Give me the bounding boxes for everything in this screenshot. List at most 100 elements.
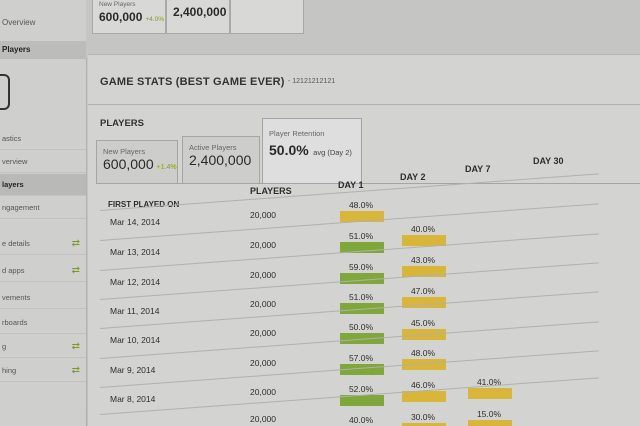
sidebar-item-label: layers	[2, 180, 24, 189]
sidebar-item-label: hing	[2, 366, 17, 375]
column-header-first-played: FIRST PLAYED ON	[108, 200, 180, 209]
tab-new-players[interactable]: New Players 600,000 +1.4%	[96, 140, 178, 184]
retention-day7-label: 41.0%	[476, 377, 502, 387]
table-cell-players: 20,000	[250, 387, 276, 397]
retention-day2-bar	[402, 297, 446, 308]
sidebar-item-publishing[interactable]: hing ⇄	[0, 360, 86, 382]
app-logo	[0, 74, 10, 110]
sync-arrows-icon: ⇄	[71, 341, 80, 352]
sidebar-item-label: Overview	[2, 18, 36, 27]
table-cell-players: 20,000	[250, 299, 276, 309]
table-cell-date: Mar 11, 2014	[110, 306, 160, 316]
game-id: - 12121212121	[288, 78, 336, 85]
column-header-day7: DAY 7	[465, 164, 491, 174]
tab-player-retention[interactable]: Player Retention 50.0% avg (Day 2)	[262, 118, 362, 184]
sidebar-item-overview[interactable]: verview	[0, 151, 86, 173]
sidebar-item-players-top[interactable]: Players	[0, 41, 86, 59]
tab-value: 600,000	[103, 156, 154, 172]
table-cell-players: 20,000	[250, 358, 276, 368]
column-header-players: PLAYERS	[250, 186, 292, 196]
retention-day1-label: 40.0%	[348, 415, 374, 425]
sidebar-item-game-details[interactable]: e details ⇄	[0, 233, 86, 255]
column-header-day30: DAY 30	[533, 156, 564, 166]
top-card-label: New Players	[99, 1, 136, 8]
table-cell-date: Mar 14, 2014	[110, 217, 161, 227]
retention-day1-label: 59.0%	[348, 262, 374, 272]
retention-day1-label: 57.0%	[348, 353, 374, 363]
sidebar-item-label: vements	[2, 293, 31, 302]
tab-label: New Players	[103, 147, 146, 156]
retention-day1-label: 51.0%	[348, 292, 374, 302]
sidebar-item-players[interactable]: layers	[0, 174, 86, 196]
table-cell-players: 20,000	[250, 414, 276, 424]
retention-day1-label: 51.0%	[348, 231, 374, 241]
sidebar-item-leaderboards[interactable]: rboards	[0, 312, 86, 334]
sidebar-item-linked-apps[interactable]: d apps ⇄	[0, 260, 86, 282]
retention-day2-bar	[402, 391, 446, 402]
top-card-retention[interactable]	[230, 0, 304, 34]
table-cell-players: 20,000	[250, 240, 276, 250]
table-cell-players: 20,000	[250, 210, 276, 220]
retention-day1-bar	[340, 364, 384, 375]
tab-value: 50.0%	[269, 142, 309, 158]
table-cell-date: Mar 12, 2014	[110, 277, 161, 287]
section-heading: PLAYERS	[100, 118, 144, 129]
table-cell-date: Mar 8, 2014	[110, 394, 156, 404]
retention-day2-label: 40.0%	[410, 224, 436, 234]
top-card-active-players[interactable]: 2,400,000	[166, 0, 230, 34]
sidebar-item-overview-top[interactable]: Overview	[0, 14, 86, 32]
tab-label: Active Players	[189, 143, 237, 152]
retention-day2-bar	[402, 235, 446, 246]
retention-day1-bar	[340, 395, 384, 406]
sidebar-item-label: rboards	[2, 318, 28, 327]
sidebar-item-label: e details	[2, 239, 30, 248]
sidebar-item-label: d apps	[2, 266, 25, 275]
sync-arrows-icon: ⇄	[71, 238, 80, 249]
sidebar-item-achievements[interactable]: vements	[0, 287, 86, 309]
retention-day2-bar	[402, 266, 446, 277]
sidebar: Overview Players astics verview layers n…	[0, 0, 87, 426]
sidebar-item-label: g	[2, 342, 7, 351]
table-cell-date: Mar 9, 2014	[110, 365, 156, 375]
retention-day2-label: 46.0%	[410, 380, 436, 390]
sidebar-item-g[interactable]: g ⇄	[0, 336, 86, 358]
table-cell-players: 20,000	[250, 328, 276, 338]
sidebar-item-label: verview	[2, 157, 28, 166]
retention-day7-bar	[468, 420, 512, 426]
retention-day2-label: 45.0%	[410, 318, 436, 328]
tab-avg: avg (Day 2)	[313, 148, 352, 157]
tab-value: 2,400,000	[189, 152, 252, 168]
top-summary-strip: New Players 600,000 +4.0% 2,400,000	[86, 0, 640, 58]
sync-arrows-icon: ⇄	[71, 265, 80, 276]
retention-day1-label: 48.0%	[348, 200, 374, 210]
table-cell-date: Mar 10, 2014	[110, 335, 161, 345]
column-header-day1: DAY 1	[338, 180, 364, 190]
sidebar-item-label: Players	[2, 45, 31, 54]
retention-day1-label: 52.0%	[348, 384, 374, 394]
retention-day1-bar	[340, 211, 384, 222]
top-card-value: 600,000	[99, 10, 143, 24]
retention-day1-label: 50.0%	[348, 322, 374, 332]
retention-day7-bar	[468, 388, 512, 399]
retention-day7-label: 15.0%	[476, 409, 502, 419]
sidebar-item-label: ngagement	[2, 203, 40, 212]
retention-day2-bar	[402, 359, 446, 370]
sidebar-item-statistics[interactable]: astics	[0, 128, 86, 150]
tab-delta: +1.4%	[156, 164, 177, 171]
table-cell-date: Mar 13, 2014	[110, 247, 161, 257]
retention-day2-label: 30.0%	[410, 412, 436, 422]
retention-day2-label: 48.0%	[410, 348, 436, 358]
retention-day1-bar	[340, 273, 384, 284]
top-card-delta: +4.0%	[145, 16, 165, 23]
column-header-day2: DAY 2	[400, 172, 426, 182]
table-cell-players: 20,000	[250, 270, 276, 280]
retention-day2-label: 47.0%	[410, 286, 436, 296]
page-title: GAME STATS (BEST GAME EVER)	[100, 76, 285, 88]
sidebar-item-engagement[interactable]: ngagement	[0, 197, 86, 219]
top-card-new-players[interactable]: New Players 600,000 +4.0%	[92, 0, 166, 34]
tab-baseline	[96, 183, 640, 184]
divider	[88, 104, 640, 105]
tab-active-players[interactable]: Active Players 2,400,000	[182, 136, 260, 184]
sidebar-item-label: astics	[2, 134, 22, 143]
